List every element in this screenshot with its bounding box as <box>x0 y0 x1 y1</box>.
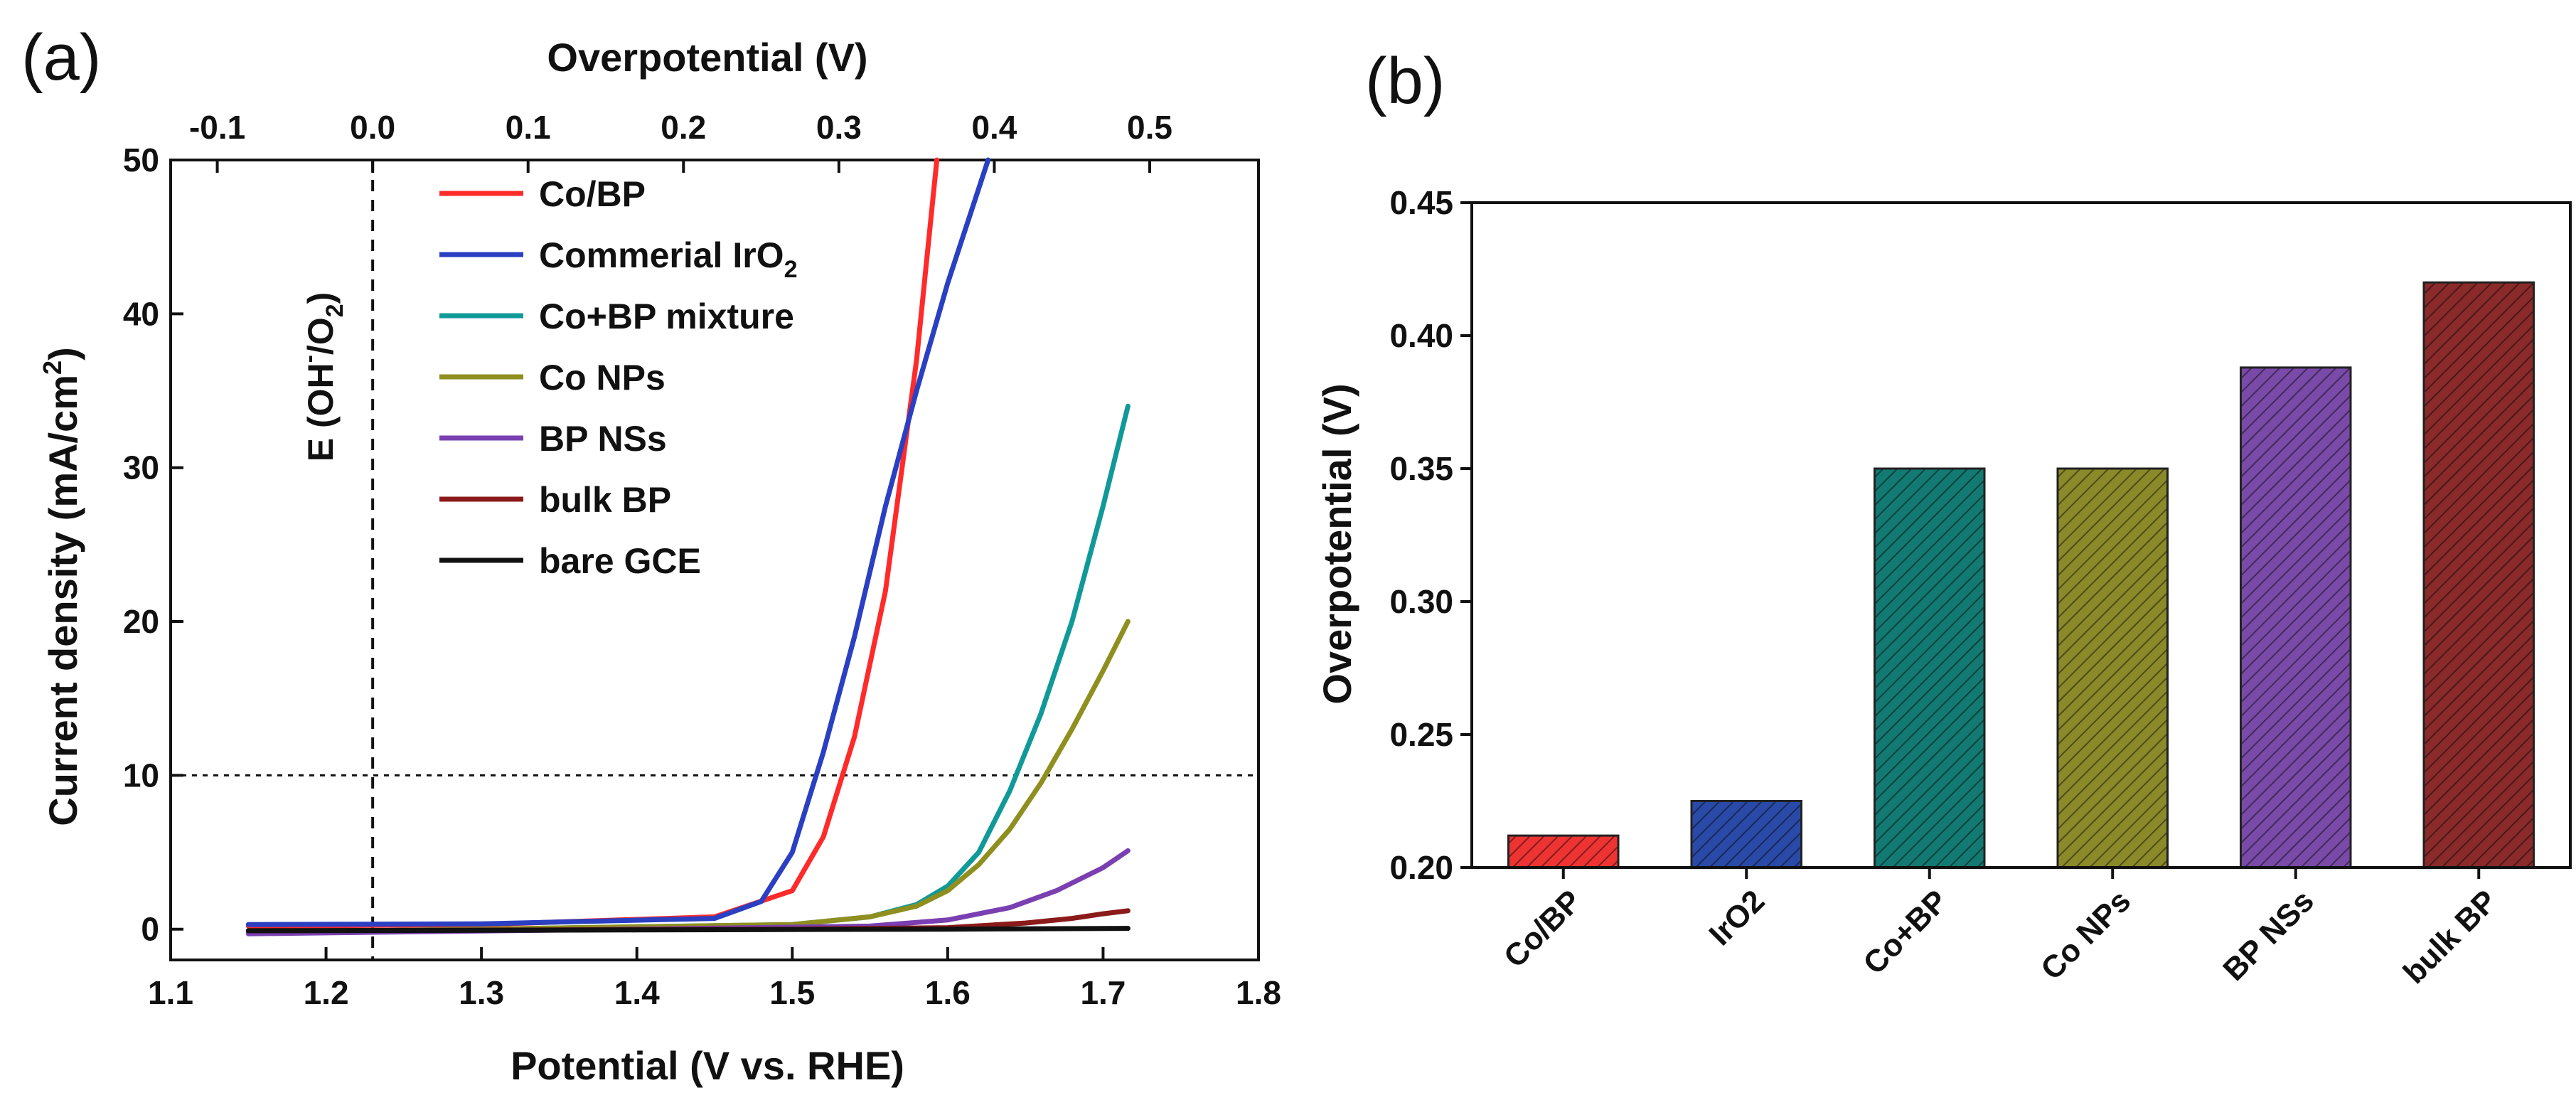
a-legend-label-text: bare GCE <box>539 541 701 581</box>
b-y-tick-label: 0.20 <box>1389 849 1453 886</box>
panel-a-reference-lines <box>171 160 1258 960</box>
annotation-sub: 2 <box>321 304 348 317</box>
a-x-tick-label: 1.6 <box>925 974 971 1011</box>
b-category-label: Co/BP <box>1497 883 1588 974</box>
a-x-tick-label: 1.2 <box>304 974 349 1011</box>
b-bar-4 <box>2240 366 2352 869</box>
a-top-tick-label: 0.2 <box>661 109 706 146</box>
b-bar-2 <box>1874 467 1986 869</box>
annotation-pre: E (OH <box>301 363 341 461</box>
panel-a-y-axis-title-main: Current density (mA/cm <box>41 375 85 826</box>
a-y-tick-label: 10 <box>123 757 159 794</box>
a-legend-label: bare GCE <box>539 541 701 581</box>
panel-a-x-axis-title: Potential (V vs. RHE) <box>511 1043 904 1088</box>
a-x-tick-label: 1.8 <box>1236 974 1281 1011</box>
a-x-tick-label: 1.4 <box>614 974 660 1011</box>
b-category-label: IrO2 <box>1702 883 1771 952</box>
b-y-tick-label: 0.35 <box>1389 450 1453 487</box>
panel-b-y-axis-title: Overpotential (V) <box>1315 383 1359 704</box>
a-legend-label: BP NSs <box>539 419 667 459</box>
panel-a-plot-frame <box>169 159 1260 961</box>
a-series-line-1 <box>245 157 991 927</box>
panel-b-axes <box>1470 201 2572 869</box>
panel-a-top-axis-title: Overpotential (V) <box>547 35 867 80</box>
a-y-tick-label: 20 <box>123 603 159 640</box>
a-legend-label: Co/BP <box>539 174 646 214</box>
panel-a-y-axis-title-end: ) <box>41 347 85 361</box>
b-category-label: Co NPs <box>2034 883 2137 986</box>
a-legend-label: Commerial IrO2 <box>539 235 797 283</box>
b-bar-0 <box>1507 834 1620 869</box>
b-bar-1 <box>1690 800 1802 869</box>
a-y-tick-label: 0 <box>141 911 159 948</box>
b-bar-3 <box>2056 467 2169 869</box>
annotation-sup: - <box>296 355 323 363</box>
a-y-tick-label: 50 <box>123 142 159 178</box>
panel-b-plot-frame <box>1470 201 2572 869</box>
b-y-tick-label: 0.25 <box>1389 716 1453 753</box>
a-legend-label-text: bulk BP <box>539 480 671 520</box>
a-series-line-6 <box>245 926 1131 934</box>
panel-a-label: (a) <box>21 21 101 94</box>
b-category-label: bulk BP <box>2397 883 2503 990</box>
panel-b-ticks: 0.20 0.25 0.30 0.35 0.40 0.45 <box>1389 184 2481 886</box>
a-legend-label-text: Co+BP mixture <box>539 297 794 336</box>
b-y-tick-label: 0.40 <box>1389 317 1453 354</box>
a-x-tick-label: 1.3 <box>459 974 504 1011</box>
panel-b-bars <box>1507 281 2535 869</box>
a-legend-label-text: Co NPs <box>539 358 666 397</box>
b-category-label: BP NSs <box>2216 883 2320 987</box>
annotation-mid: /O <box>301 317 341 355</box>
panel-a-annotation-equilibrium-potential: E (OH-/O2) <box>296 292 348 462</box>
a-top-tick-label: 0.0 <box>350 109 395 146</box>
b-category-label: Co+BP <box>1856 883 1955 981</box>
b-y-tick-label: 0.45 <box>1389 184 1453 221</box>
a-top-tick-label: -0.1 <box>189 109 245 146</box>
panel-b-bar-chart: (b) Overpotential (V) 0.200.250.300.350.… <box>1315 45 2572 991</box>
a-legend-label: Co NPs <box>539 358 666 397</box>
a-y-tick-label: 40 <box>123 295 159 332</box>
a-top-tick-label: 0.4 <box>971 109 1017 146</box>
a-legend-label: Co+BP mixture <box>539 297 794 336</box>
panel-a-line-chart: (a) Overpotential (V) Potential (V vs. R… <box>21 21 1281 1088</box>
a-x-tick-label: 1.7 <box>1080 974 1126 1011</box>
panel-a-axes <box>169 159 1260 961</box>
b-bar-5 <box>2422 281 2535 869</box>
a-top-tick-label: 0.3 <box>816 109 862 146</box>
a-legend-label-text: BP NSs <box>539 419 667 459</box>
a-series-line-2 <box>245 403 1131 935</box>
a-top-tick-label: 0.1 <box>506 109 551 146</box>
a-top-tick-label: 0.5 <box>1127 109 1172 146</box>
a-x-tick-label: 1.5 <box>769 974 815 1011</box>
a-y-tick-label: 30 <box>123 449 159 486</box>
panel-a-y-axis-title-sup: 2 <box>38 361 67 375</box>
a-legend-label-sub: 2 <box>784 256 798 283</box>
panel-b-category-labels: Co/BP IrO2 Co+BP Co NPs BP NSs bulk BP <box>1497 883 2503 990</box>
a-x-tick-label: 1.1 <box>148 974 193 1011</box>
annotation-post: ) <box>301 292 341 304</box>
panel-b-label: (b) <box>1365 45 1445 117</box>
a-legend-label-text: Co/BP <box>539 174 646 214</box>
b-y-tick-label: 0.30 <box>1389 583 1453 620</box>
a-series-line-3 <box>245 619 1131 935</box>
panel-a-legend: Co/BP Commerial IrO2 Co+BP mixture Co NPs BP… <box>439 174 797 581</box>
a-legend-label: bulk BP <box>539 480 671 520</box>
panel-a-series <box>245 157 1131 936</box>
a-legend-label-text: Commerial IrO <box>539 235 784 275</box>
panel-a-y-axis-title: Current density (mA/cm2) <box>38 347 85 826</box>
